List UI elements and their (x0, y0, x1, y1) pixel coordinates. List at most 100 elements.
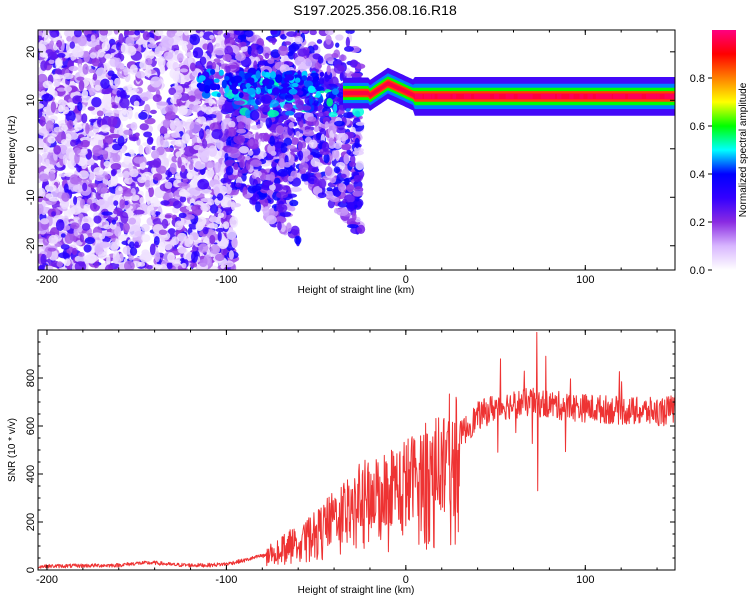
spectrogram-band-peak (613, 94, 621, 99)
spectrogram-cell (252, 170, 262, 178)
spectrogram-cell (227, 127, 237, 137)
spectrogram-cell (326, 187, 333, 192)
spectrogram-cell (238, 145, 249, 154)
snr-panel: -200 -100 0 100 0 200 400 600 800 Height of stra… (7, 329, 676, 596)
spectrogram-cell (38, 264, 47, 270)
spectrogram-cell (270, 30, 278, 35)
spectrogram-cell (198, 128, 204, 140)
spectrogram-band-peak (556, 94, 562, 99)
spectrogram-cell (38, 103, 44, 109)
spectrogram-cell (42, 80, 53, 89)
spectrogram-cell (226, 137, 232, 148)
snr-y-tick-label: 0 (25, 567, 37, 573)
spectrogram-cell (81, 113, 88, 124)
spectrogram-cell (134, 230, 146, 237)
spectrogram-cell (317, 192, 327, 199)
spectrogram-cell (235, 115, 247, 123)
spectrogram-cell (72, 184, 84, 193)
spectrogram-cell (315, 86, 325, 91)
spectrogram-cell (112, 256, 122, 265)
spectrogram-cell (137, 176, 147, 184)
spectrogram-cell (307, 85, 316, 93)
spectrogram-cell (213, 186, 220, 196)
spectrogram-cell (62, 106, 70, 115)
spectrogram-cell (274, 216, 287, 224)
spectrogram-band-peak (482, 94, 491, 99)
spectrogram-cell (194, 160, 202, 170)
spectrogram-cell (123, 156, 132, 165)
spectrogram-cell (163, 51, 174, 60)
spectrogram-cell (265, 215, 277, 225)
spectrogram-x-tick-label: -100 (215, 274, 237, 286)
spectrogram-cell (177, 182, 189, 187)
spectrogram-cell (64, 233, 74, 245)
spectrogram-cell (110, 163, 122, 170)
spectrogram-cell (236, 128, 247, 134)
spectrogram-cell (228, 120, 236, 129)
spectrogram-cell (147, 43, 158, 49)
spectrogram-cell (49, 30, 59, 38)
spectrogram-cell (63, 52, 73, 58)
spectrogram-cell (129, 241, 135, 249)
spectrogram-cell (192, 69, 198, 76)
spectrogram-cell (80, 139, 90, 148)
spectrogram-cell (114, 77, 121, 87)
spectrogram-cell (123, 200, 129, 206)
spectrogram-cell (110, 243, 119, 252)
spectrogram-cell (159, 135, 164, 146)
spectrogram-band-peak (579, 94, 584, 99)
spectrogram-band-peak (540, 94, 550, 99)
spectrogram-cell (139, 30, 145, 34)
spectrogram-cell (172, 61, 180, 71)
spectrogram-cell (86, 198, 93, 205)
spectrogram-cell (290, 225, 300, 236)
spectrogram-cell (224, 76, 230, 81)
spectrogram-cell (179, 149, 185, 154)
spectrogram-cell (312, 53, 322, 60)
colorbar: 0.0 0.2 0.4 0.6 0.8 Normalized spectral ampl… (690, 30, 749, 277)
spectrogram-cell (190, 262, 198, 268)
spectrogram-cell (53, 73, 59, 80)
spectrogram-cell (46, 104, 51, 116)
spectrogram-cell (58, 252, 70, 259)
spectrogram-cell (70, 222, 80, 230)
spectrogram-cell (290, 137, 299, 145)
spectrogram-cell (314, 75, 320, 81)
spectrogram-cell (78, 170, 90, 180)
spectrogram-y-tick-label: 10 (25, 94, 37, 106)
spectrogram-cell (269, 135, 275, 147)
spectrogram-cell (91, 58, 100, 67)
spectrogram-cell (122, 222, 130, 234)
spectrogram-cell (173, 92, 183, 100)
spectrogram-cell (340, 173, 347, 179)
spectrogram-cell (61, 124, 69, 131)
spectrogram-cell (40, 60, 48, 71)
page-title: S197.2025.356.08.16.R18 (293, 2, 457, 18)
spectrogram-cell (178, 191, 191, 197)
snr-x-tick-label: -100 (215, 574, 237, 586)
spectrogram-cell (103, 160, 111, 167)
spectrogram-cell (209, 215, 217, 223)
spectrogram-speckles (38, 30, 366, 270)
spectrogram-cell (202, 226, 209, 235)
spectrogram-cell (301, 75, 308, 81)
spectrogram-cell (130, 121, 138, 131)
spectrogram-cell (83, 218, 89, 223)
spectrogram-cell (53, 126, 64, 133)
snr-x-tick-label: -200 (36, 574, 58, 586)
spectrogram-cell (99, 30, 109, 36)
spectrogram-cell (87, 183, 99, 188)
spectrogram-cell (266, 84, 273, 90)
spectrogram-cell (104, 101, 112, 111)
spectrogram-cell (109, 79, 114, 86)
spectrogram-cell (156, 101, 169, 106)
spectrogram-cell (221, 103, 234, 113)
spectrogram-cell (73, 124, 83, 131)
spectrogram-cell (191, 135, 198, 145)
spectrogram-cell (183, 145, 195, 157)
spectrogram-cell (189, 231, 199, 241)
spectrogram-cell (283, 41, 292, 46)
spectrogram-cell (63, 30, 76, 38)
spectrogram-cell (313, 126, 320, 133)
